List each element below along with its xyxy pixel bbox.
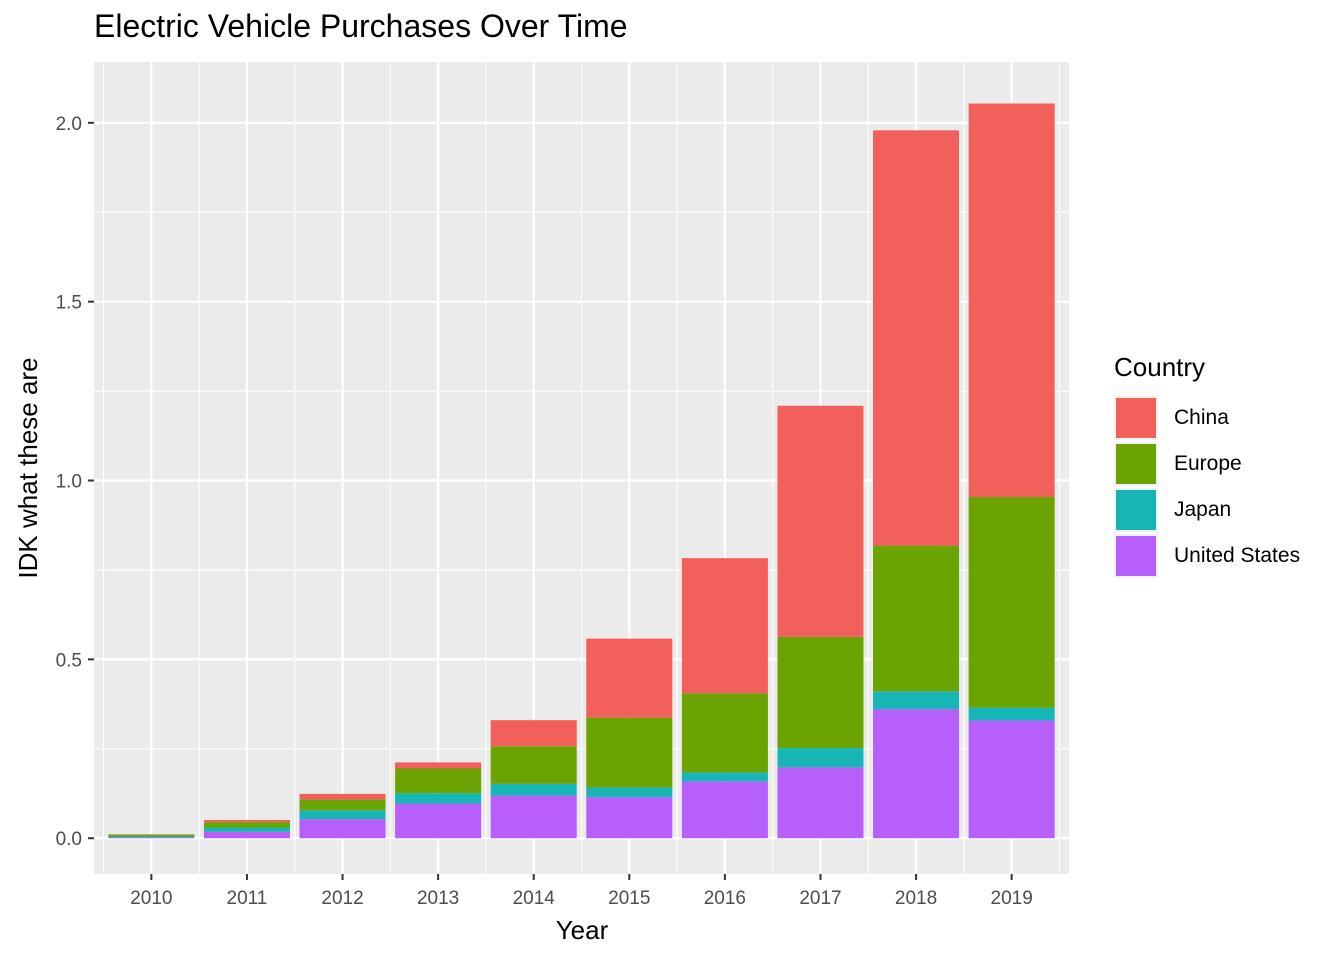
bar-segment [681, 781, 768, 839]
bar-segment [873, 545, 960, 692]
bar-segment [681, 558, 768, 694]
x-tick-label: 2015 [608, 888, 650, 909]
bar-segment [490, 746, 577, 784]
bar-segment [968, 496, 1055, 708]
y-tick-label: 0.0 [56, 829, 82, 850]
y-tick-label: 2.0 [56, 114, 82, 135]
bar-segment [108, 837, 195, 839]
legend-item: Japan [1114, 487, 1300, 533]
bar-segment [203, 831, 290, 839]
x-tick-label: 2014 [513, 888, 556, 909]
bar-segment [203, 822, 290, 828]
bar-segment [490, 720, 577, 747]
bar-segment [395, 793, 482, 804]
bars-layer [108, 103, 1055, 839]
bar-segment [777, 405, 864, 637]
bar-segment [873, 130, 960, 546]
legend: Country China Europe Japan United States [1114, 352, 1300, 579]
legend-swatch [1116, 398, 1156, 438]
y-tick-label: 0.5 [56, 650, 82, 671]
legend-key [1114, 396, 1158, 440]
legend-swatch [1116, 444, 1156, 484]
bar-segment [777, 636, 864, 749]
bar-segment [586, 787, 673, 798]
bar-segment [586, 797, 673, 839]
bar-segment [299, 810, 386, 820]
bar-segment [873, 709, 960, 839]
chart-title: Electric Vehicle Purchases Over Time [94, 8, 628, 44]
y-axis-label: IDK what these are [13, 357, 43, 578]
legend-key [1114, 442, 1158, 486]
bar-segment [395, 803, 482, 839]
bar-segment [490, 795, 577, 839]
bar-segment [108, 834, 195, 837]
x-tick-label: 2011 [227, 888, 268, 909]
x-axis-label: Year [556, 915, 609, 945]
axes-layer: 0.0 0.5 1.0 1.5 2.0 2010 2011 2012 2013 2014 2015 2… [56, 114, 1033, 909]
legend-item: Europe [1114, 441, 1300, 487]
bar-segment [777, 767, 864, 839]
bar-segment [299, 799, 386, 811]
legend-key [1114, 534, 1158, 578]
bar-segment [968, 720, 1055, 839]
x-tick-label: 2017 [799, 888, 841, 909]
x-tick-label: 2018 [895, 888, 937, 909]
bar-segment [299, 793, 386, 800]
bar-segment [395, 768, 482, 794]
bar-segment [203, 819, 290, 823]
bar-segment [395, 762, 482, 769]
bar-segment [777, 748, 864, 768]
legend-item: China [1114, 395, 1300, 441]
x-tick-label: 2019 [991, 888, 1033, 909]
y-tick-label: 1.5 [56, 293, 82, 314]
bar-segment [108, 836, 195, 838]
bar-segment [681, 693, 768, 773]
legend-label: United States [1174, 544, 1301, 567]
legend-title: Country [1114, 352, 1206, 382]
x-tick-label: 2010 [130, 888, 172, 909]
legend-swatch [1116, 536, 1156, 576]
x-tick-label: 2016 [704, 888, 746, 909]
legend-label: Japan [1174, 498, 1232, 521]
legend-swatch [1116, 490, 1156, 530]
bar-segment [203, 827, 290, 832]
legend-items: China Europe Japan United States [1114, 395, 1300, 579]
bar-segment [299, 819, 386, 839]
legend-label: China [1174, 406, 1229, 429]
legend-item: United States [1114, 533, 1300, 579]
bar-segment [490, 783, 577, 796]
bar-segment [968, 103, 1055, 497]
bar-segment [968, 707, 1055, 721]
bar-segment [586, 638, 673, 718]
y-tick-label: 1.0 [56, 472, 82, 493]
bar-segment [873, 691, 960, 710]
x-tick-label: 2012 [321, 888, 363, 909]
bar-segment [681, 772, 768, 782]
legend-label: Europe [1174, 452, 1242, 475]
bar-segment [586, 717, 673, 788]
legend-key [1114, 488, 1158, 532]
x-tick-label: 2013 [417, 888, 459, 909]
